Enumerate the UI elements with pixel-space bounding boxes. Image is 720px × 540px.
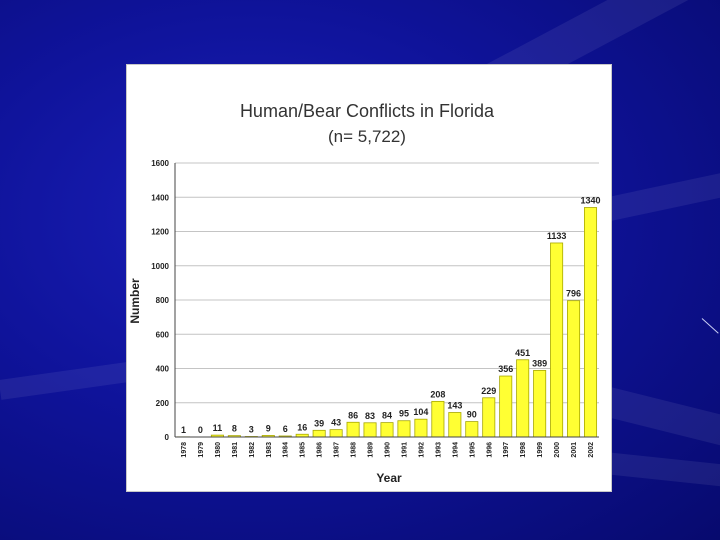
bar-2000 [550, 242, 564, 438]
bar-1992 [414, 418, 428, 438]
chart-image-frame: Human/Bear Conflicts in Florida (n= 5,72… [126, 64, 612, 492]
data-label-1997: 356 [498, 364, 513, 374]
x-tick-label: 1989 [368, 442, 375, 458]
chart-title: Human/Bear Conflicts in Florida [240, 101, 495, 121]
x-tick-label: 1998 [520, 442, 527, 458]
y-tick-label: 1000 [151, 262, 169, 271]
bar-2002 [584, 207, 598, 438]
x-axis-ticks: 1978 1979 1980 1981 1982 1983 1984 1985 1986 1987… [181, 442, 595, 458]
data-label-1986: 39 [314, 418, 324, 428]
x-tick-label: 1993 [435, 442, 442, 458]
x-tick-label: 1981 [232, 442, 239, 458]
data-label-2002: 1340 [581, 196, 601, 206]
x-tick-label: 2000 [554, 442, 561, 458]
data-label-2000: 1133 [547, 231, 567, 241]
data-label-1978: 1 [181, 425, 186, 435]
x-tick-label: 1994 [452, 442, 459, 458]
data-label-1999: 389 [532, 358, 547, 368]
data-label-2001: 796 [566, 289, 581, 299]
bar-1988 [346, 421, 360, 438]
bar-1986 [312, 429, 326, 438]
x-tick-label: 1995 [469, 442, 476, 458]
x-tick-label: 1999 [537, 442, 544, 458]
data-label-1984: 6 [283, 424, 288, 434]
x-tick-label: 1987 [334, 442, 341, 458]
y-tick-label: 800 [156, 296, 170, 305]
data-label-1996: 229 [481, 386, 496, 396]
x-tick-label: 1990 [385, 442, 392, 458]
y-axis-label: Number [128, 278, 142, 324]
x-tick-label: 1984 [283, 442, 290, 458]
y-tick-label: 1600 [151, 159, 169, 168]
bar-chart: Human/Bear Conflicts in Florida (n= 5,72… [128, 101, 601, 485]
gridlines [175, 162, 599, 404]
x-tick-label: 1997 [503, 442, 510, 458]
data-label-1990: 84 [382, 411, 392, 421]
x-tick-label: 1988 [351, 442, 358, 458]
data-label-1998: 451 [515, 348, 530, 358]
data-label-1991: 95 [399, 409, 409, 419]
x-tick-label: 1982 [249, 442, 256, 458]
x-tick-label: 1979 [198, 442, 205, 458]
bar-1998 [516, 359, 530, 438]
data-label-1992: 104 [413, 407, 428, 417]
bar-1997 [499, 375, 513, 438]
data-label-1980: 11 [213, 423, 223, 433]
y-tick-label: 1200 [151, 228, 169, 237]
slide-accent-line [701, 318, 719, 334]
y-tick-label: 0 [165, 433, 170, 442]
x-tick-label: 1980 [215, 442, 222, 458]
bar-1999 [533, 369, 547, 438]
x-tick-label: 2001 [571, 442, 578, 458]
bar-1995 [465, 421, 479, 438]
x-tick-label: 1985 [300, 442, 307, 458]
y-tick-label: 1400 [151, 193, 169, 202]
x-tick-label: 1983 [266, 442, 273, 458]
x-tick-label: 1978 [181, 442, 188, 458]
y-tick-label: 200 [156, 399, 170, 408]
data-label-1987: 43 [331, 418, 341, 428]
bar-1989 [363, 422, 377, 438]
y-axis-ticks: 0 200 400 600 800 1000 1200 1400 1600 [151, 159, 169, 442]
data-label-1981: 8 [232, 424, 237, 434]
bar-1990 [380, 422, 394, 438]
data-label-1988: 86 [348, 410, 358, 420]
data-label-1994: 143 [447, 401, 462, 411]
bar-1993 [431, 400, 445, 438]
bar-2001 [567, 300, 581, 438]
bar-1994 [448, 412, 462, 438]
bar-1991 [397, 420, 411, 438]
data-label-1979: 0 [198, 425, 203, 435]
x-axis-label: Year [376, 471, 402, 485]
x-tick-label: 2002 [588, 442, 595, 458]
data-label-1995: 90 [467, 410, 477, 420]
data-label-1989: 83 [365, 411, 375, 421]
x-tick-label: 1991 [401, 442, 408, 458]
bar-1996 [482, 397, 496, 438]
bar-1987 [329, 429, 343, 438]
y-tick-label: 400 [156, 365, 170, 374]
x-tick-label: 1996 [486, 442, 493, 458]
x-tick-label: 1992 [418, 442, 425, 458]
y-tick-label: 600 [156, 330, 170, 339]
data-label-1982: 3 [249, 424, 254, 434]
chart-subtitle: (n= 5,722) [328, 127, 406, 146]
x-tick-label: 1986 [317, 442, 324, 458]
data-label-1983: 9 [266, 423, 271, 433]
data-label-1993: 208 [430, 389, 445, 399]
data-label-1985: 16 [297, 422, 307, 432]
